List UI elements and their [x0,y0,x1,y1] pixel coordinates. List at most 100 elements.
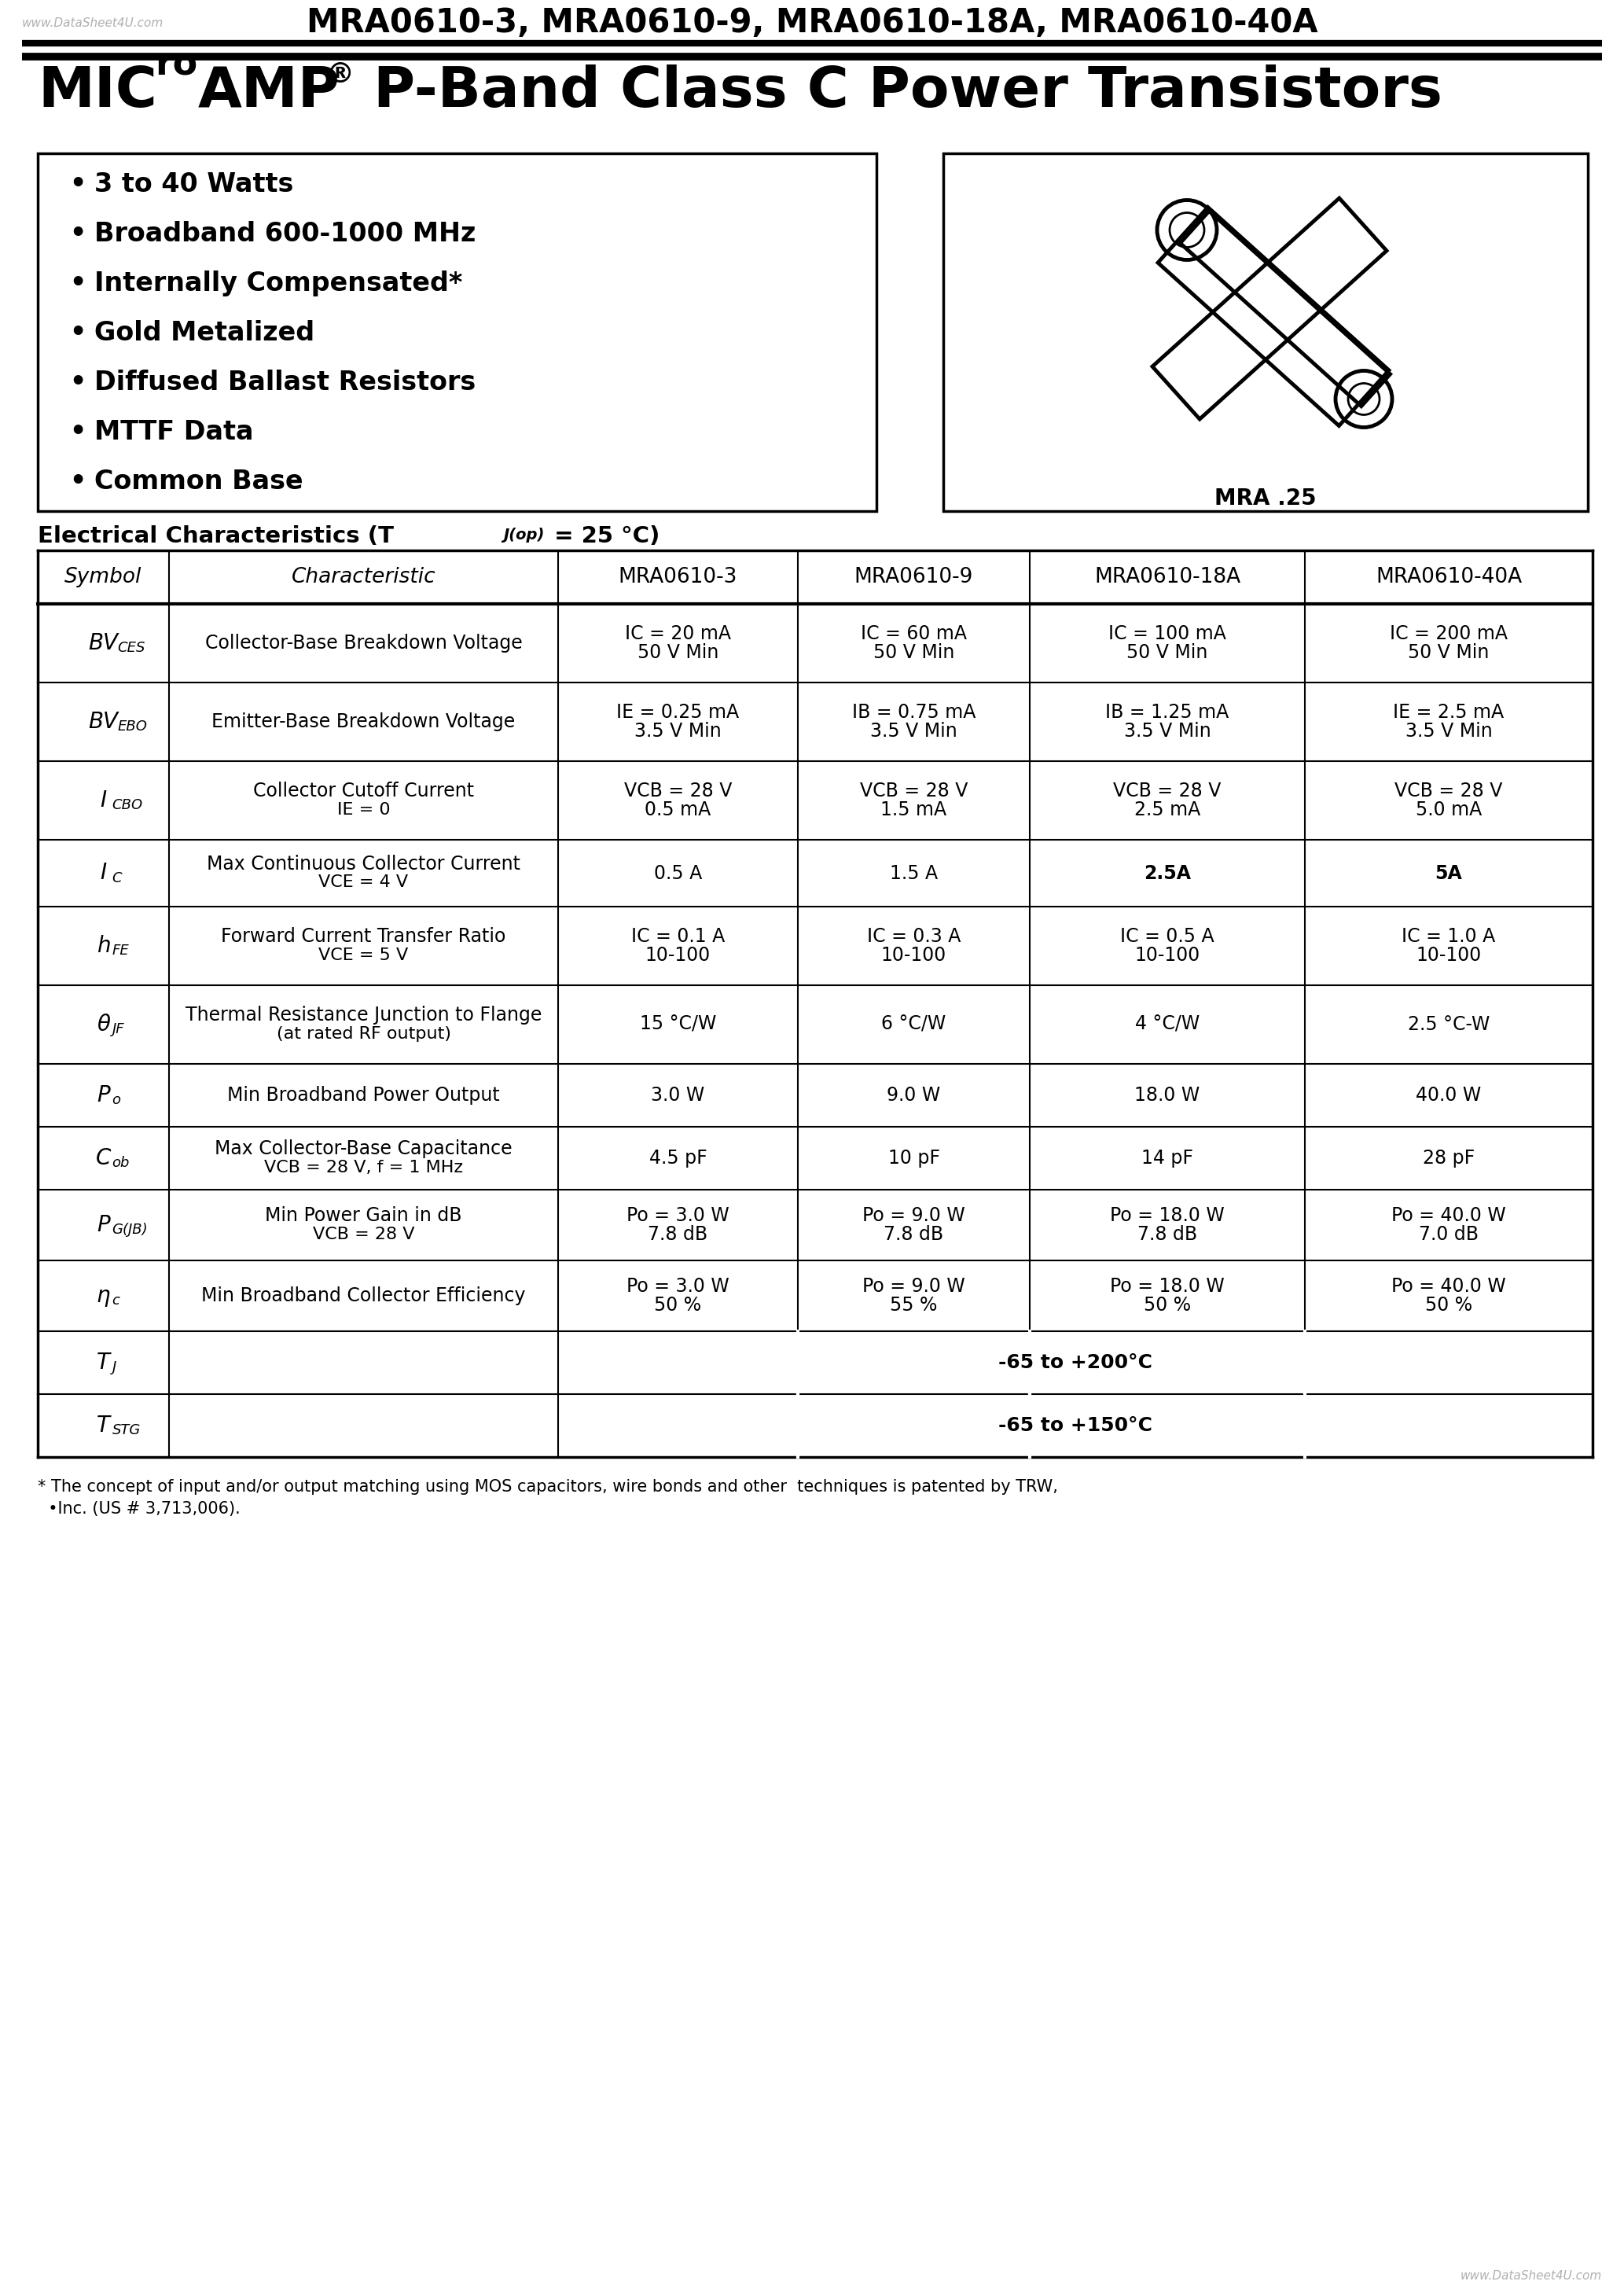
Text: Max Collector-Base Capacitance: Max Collector-Base Capacitance [214,1139,512,1157]
Text: 3.5 V Min: 3.5 V Min [870,721,957,742]
Text: Max Continuous Collector Current: Max Continuous Collector Current [206,854,520,872]
Text: FE: FE [112,944,130,957]
Text: Po = 3.0 W: Po = 3.0 W [627,1277,729,1295]
Text: www.DataSheet4U.com: www.DataSheet4U.com [23,18,164,30]
Text: I: I [101,863,107,884]
Text: •: • [70,420,86,445]
Text: Symbol: Symbol [65,567,141,588]
Text: 2.5A: 2.5A [1143,863,1190,882]
Text: BV: BV [88,631,119,654]
Text: 10-100: 10-100 [882,946,947,964]
Text: θ: θ [97,1013,110,1035]
Text: Min Broadband Collector Efficiency: Min Broadband Collector Efficiency [201,1286,526,1304]
Text: 50 V Min: 50 V Min [1408,643,1489,661]
Text: 9.0 W: 9.0 W [887,1086,940,1104]
Text: h: h [96,934,110,957]
Text: Common Base: Common Base [94,468,304,494]
Text: 55 %: 55 % [890,1295,937,1316]
Text: 3.0 W: 3.0 W [651,1086,705,1104]
Text: 50 %: 50 % [1426,1295,1473,1316]
Text: 3.5 V Min: 3.5 V Min [1124,721,1212,742]
Text: •: • [70,468,86,494]
Text: 3 to 40 Watts: 3 to 40 Watts [94,172,294,197]
Text: Collector-Base Breakdown Voltage: Collector-Base Breakdown Voltage [205,634,523,652]
Text: J(op): J(op) [503,528,544,542]
Text: •: • [70,370,86,395]
Text: IC = 0.3 A: IC = 0.3 A [867,928,961,946]
Text: IC = 0.1 A: IC = 0.1 A [632,928,724,946]
Text: IC = 20 mA: IC = 20 mA [625,625,731,643]
Text: C: C [112,870,122,884]
Text: Forward Current Transfer Ratio: Forward Current Transfer Ratio [221,928,507,946]
Text: Po = 40.0 W: Po = 40.0 W [1392,1277,1505,1295]
Text: IC = 1.0 A: IC = 1.0 A [1402,928,1496,946]
Text: 40.0 W: 40.0 W [1416,1086,1481,1104]
Text: VCB = 28 V: VCB = 28 V [624,781,732,801]
Text: Characteristic: Characteristic [291,567,435,588]
Text: IE = 2.5 mA: IE = 2.5 mA [1393,703,1504,721]
Text: 7.8 dB: 7.8 dB [883,1226,944,1244]
Text: 28 pF: 28 pF [1423,1148,1475,1169]
Text: IB = 0.75 mA: IB = 0.75 mA [853,703,976,721]
Text: ob: ob [112,1155,130,1171]
Text: 50 %: 50 % [654,1295,702,1316]
Text: Min Broadband Power Output: Min Broadband Power Output [227,1086,500,1104]
Text: Po = 9.0 W: Po = 9.0 W [862,1277,965,1295]
Text: 2.5 °C-W: 2.5 °C-W [1408,1015,1489,1033]
Text: 10-100: 10-100 [645,946,711,964]
Text: = 25 °C): = 25 °C) [546,526,659,546]
Text: MRA0610-18A: MRA0610-18A [1095,567,1241,588]
Text: JF: JF [112,1022,125,1035]
Text: 10 pF: 10 pF [888,1148,940,1169]
Text: 18.0 W: 18.0 W [1135,1086,1200,1104]
Text: 50 %: 50 % [1143,1295,1190,1316]
Text: STG: STG [112,1424,141,1437]
Text: Po = 18.0 W: Po = 18.0 W [1111,1205,1224,1226]
Text: 50 V Min: 50 V Min [637,643,718,661]
Text: 3.5 V Min: 3.5 V Min [635,721,721,742]
Text: CBO: CBO [112,799,143,813]
Text: 10-100: 10-100 [1416,946,1481,964]
Text: η: η [96,1286,110,1306]
Text: G(JB): G(JB) [112,1224,148,1238]
Text: 15 °C/W: 15 °C/W [640,1015,716,1033]
Text: 7.8 dB: 7.8 dB [648,1226,708,1244]
Text: -65 to +150°C: -65 to +150°C [999,1417,1153,1435]
Text: Diffused Ballast Resistors: Diffused Ballast Resistors [94,370,476,395]
Text: 5A: 5A [1436,863,1462,882]
Text: Gold Metalized: Gold Metalized [94,319,315,347]
Text: IC = 100 mA: IC = 100 mA [1109,625,1226,643]
Text: * The concept of input and/or output matching using MOS capacitors, wire bonds a: * The concept of input and/or output mat… [37,1479,1057,1495]
Text: VCE = 4 V: VCE = 4 V [318,875,408,891]
Text: ®: ® [326,62,354,87]
Text: 7.0 dB: 7.0 dB [1419,1226,1478,1244]
Text: VCB = 28 V, f = 1 MHz: VCB = 28 V, f = 1 MHz [265,1159,463,1176]
Text: MRA0610-3, MRA0610-9, MRA0610-18A, MRA0610-40A: MRA0610-3, MRA0610-9, MRA0610-18A, MRA06… [307,7,1317,39]
Text: •: • [70,172,86,197]
Text: •Inc. (US # 3,713,006).: •Inc. (US # 3,713,006). [37,1502,240,1518]
Text: Po = 40.0 W: Po = 40.0 W [1392,1205,1505,1226]
Text: c: c [112,1293,120,1309]
Text: www.DataSheet4U.com: www.DataSheet4U.com [1460,2271,1601,2282]
Text: MIC: MIC [37,64,158,119]
Text: VCB = 28 V: VCB = 28 V [1114,781,1221,801]
Text: o: o [112,1093,120,1107]
Text: C: C [96,1148,110,1169]
Text: AMP: AMP [198,64,339,119]
Text: Thermal Resistance Junction to Flange: Thermal Resistance Junction to Flange [185,1006,542,1024]
Bar [37,154,877,512]
Text: •: • [70,319,86,347]
Text: •: • [70,271,86,296]
Text: Po = 3.0 W: Po = 3.0 W [627,1205,729,1226]
Text: IE = 0.25 mA: IE = 0.25 mA [617,703,739,721]
Text: 4.5 pF: 4.5 pF [650,1148,706,1169]
Text: VCE = 5 V: VCE = 5 V [318,948,409,964]
Text: Min Power Gain in dB: Min Power Gain in dB [265,1205,461,1226]
Text: P-Band Class C Power Transistors: P-Band Class C Power Transistors [354,64,1442,119]
Text: 0.5 mA: 0.5 mA [645,801,711,820]
Text: 5.0 mA: 5.0 mA [1416,801,1481,820]
Text: 10-100: 10-100 [1135,946,1200,964]
Text: (at rated RF output): (at rated RF output) [276,1026,451,1042]
Text: Emitter-Base Breakdown Voltage: Emitter-Base Breakdown Voltage [211,712,515,730]
Text: Po = 9.0 W: Po = 9.0 W [862,1205,965,1226]
